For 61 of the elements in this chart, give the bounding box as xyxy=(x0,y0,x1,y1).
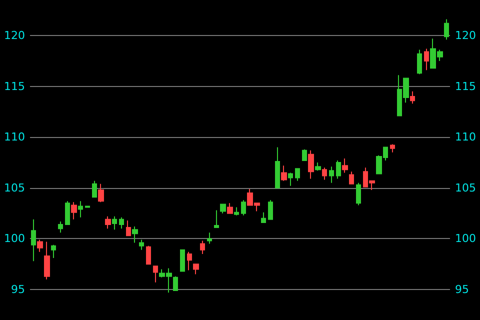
candlestick xyxy=(356,182,361,206)
candlestick xyxy=(220,204,226,214)
candlestick xyxy=(234,206,239,216)
candlestick xyxy=(193,264,199,275)
y-tick-label: 95 xyxy=(11,283,25,296)
y-tick-label: 115 xyxy=(4,80,25,93)
y-tick-label: 105 xyxy=(4,181,25,194)
candlestick xyxy=(281,165,287,182)
y2-tick-label: 115 xyxy=(455,80,476,93)
candlestick xyxy=(390,144,395,153)
candlestick xyxy=(342,158,348,174)
candlestick xyxy=(302,148,307,162)
candlestick xyxy=(98,183,104,203)
candlestick xyxy=(329,166,334,184)
candlestick xyxy=(119,216,124,230)
candlestick xyxy=(214,210,219,228)
candlestick xyxy=(336,160,341,180)
candlestick xyxy=(275,146,280,188)
candlestick xyxy=(444,18,449,40)
candlestick xyxy=(31,218,36,262)
candlestick xyxy=(51,244,56,259)
candlestick xyxy=(153,266,158,283)
y2-tick-label: 100 xyxy=(455,232,476,246)
candlestick xyxy=(207,232,212,244)
candlestick xyxy=(44,241,50,280)
candlestick xyxy=(78,200,83,218)
candlestick xyxy=(126,220,131,236)
candlestick xyxy=(308,150,314,180)
candlestick xyxy=(322,167,327,180)
candlestick xyxy=(288,172,293,186)
y2-tick-label: 95 xyxy=(455,283,469,296)
candlestick xyxy=(173,276,178,292)
candlestick xyxy=(227,202,233,214)
candlestick xyxy=(268,200,273,220)
y2-tick-label: 110 xyxy=(455,130,476,144)
candlestick xyxy=(410,90,415,104)
candlestick xyxy=(424,48,429,71)
candlestick xyxy=(105,216,111,230)
candlestick xyxy=(417,49,422,75)
candlestick xyxy=(132,226,138,244)
candlestick xyxy=(295,168,300,182)
candlestick xyxy=(71,202,77,220)
candlestick xyxy=(187,251,192,271)
candlestick xyxy=(92,180,97,198)
candlestick xyxy=(315,162,321,172)
candlestick xyxy=(349,171,354,184)
y-tick-label: 110 xyxy=(4,130,25,144)
y2-tick-label: 120 xyxy=(455,29,476,42)
y-tick-label: 120 xyxy=(4,29,25,42)
candlestick xyxy=(146,245,151,265)
candlestick xyxy=(200,240,205,254)
candlestick xyxy=(261,212,266,223)
candlestick xyxy=(65,200,70,226)
candlestick xyxy=(37,239,43,252)
candlestick xyxy=(58,220,63,234)
candlestick xyxy=(139,239,144,250)
candlestick xyxy=(112,216,117,230)
y-tick-label: 100 xyxy=(4,232,25,246)
y2-tick-label: 105 xyxy=(455,181,476,194)
candlestick xyxy=(180,249,185,272)
candlestick xyxy=(241,200,246,216)
